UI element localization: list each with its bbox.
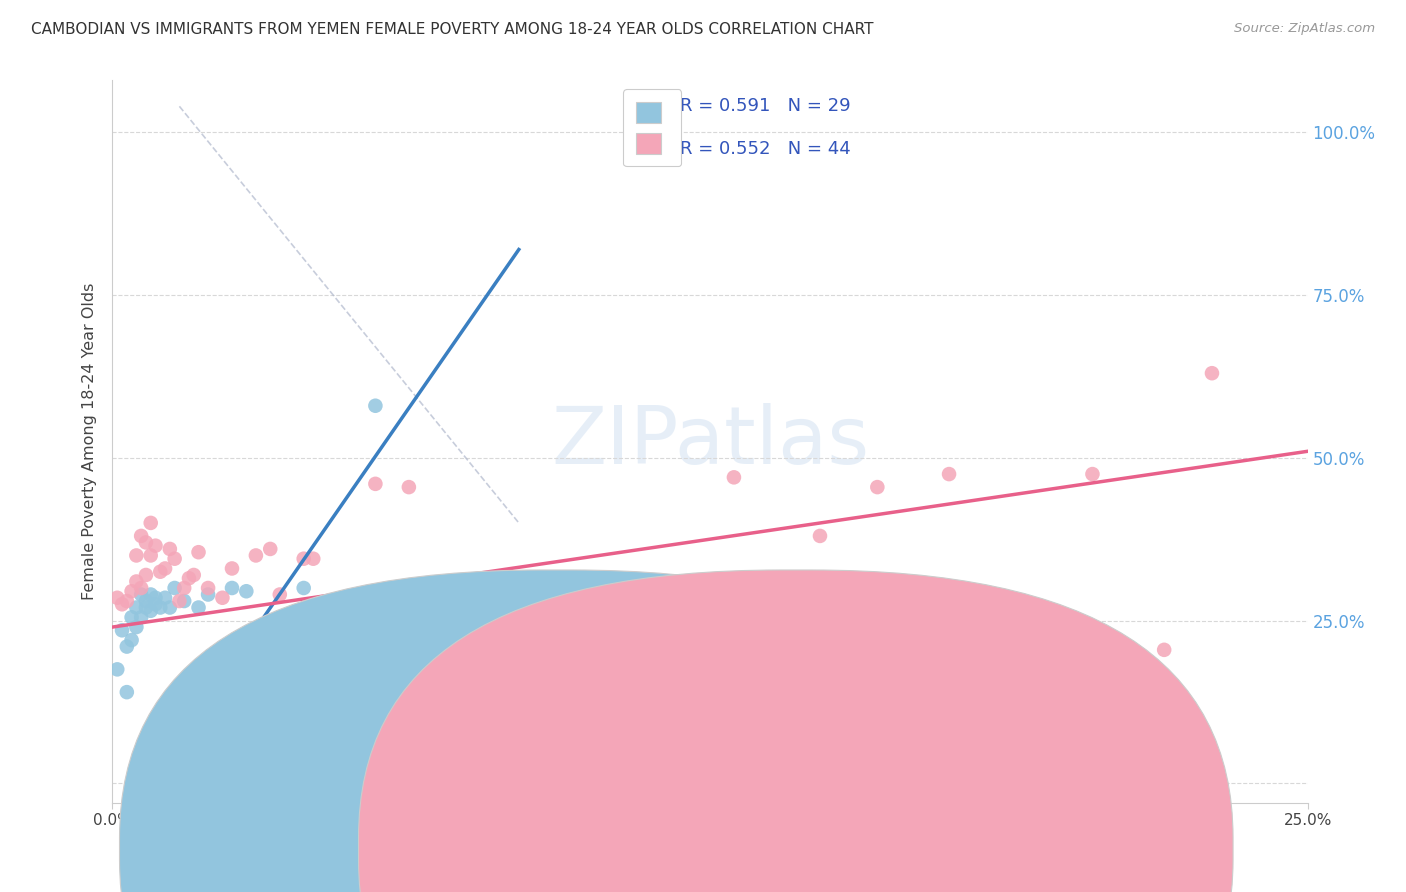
Point [197,581,219,595]
Text: R = 0.552   N = 44: R = 0.552 N = 44 [681,140,851,158]
Point [125,549,148,563]
Point [159,541,181,556]
Point [211,591,233,605]
Point [129,587,152,601]
Point [221,561,243,575]
Point [139,549,162,563]
Point [235,584,257,599]
Point [129,581,152,595]
Point [259,541,281,556]
Point [139,604,162,618]
Point [135,535,157,549]
Point [187,600,209,615]
Point [398,480,420,494]
Point [508,633,530,648]
Text: ZIPatlas: ZIPatlas [551,402,869,481]
Point [302,551,325,566]
Point [115,594,138,608]
Point [173,581,195,595]
Point [139,587,162,601]
Y-axis label: Female Poverty Among 18-24 Year Olds: Female Poverty Among 18-24 Year Olds [82,283,97,600]
Point [145,591,167,605]
Point [177,571,200,585]
Point [115,685,138,699]
Point [364,399,387,413]
Point [723,470,745,484]
Point [159,600,181,615]
Point [135,568,157,582]
Point [125,600,148,615]
Legend: , : , [623,89,682,166]
Point [1010,649,1032,664]
Point [129,529,152,543]
Point [115,640,138,654]
Point [169,594,191,608]
Text: Source: ZipAtlas.com: Source: ZipAtlas.com [1234,22,1375,36]
Point [135,594,157,608]
Point [1081,467,1104,481]
Point [105,591,128,605]
Point [197,587,219,601]
Point [579,750,602,764]
Point [460,659,482,673]
Point [173,594,195,608]
Point [149,565,172,579]
Point [129,610,152,624]
Point [125,620,148,634]
Point [579,636,602,650]
Point [221,581,243,595]
Point [808,529,831,543]
Point [866,480,889,494]
Point [1201,366,1223,380]
Point [135,600,157,615]
Point [938,467,960,481]
Point [121,610,143,624]
Point [292,551,315,566]
Point [651,112,673,127]
Point [153,591,176,605]
Point [163,551,186,566]
Point [105,662,128,676]
Point [145,597,167,611]
Text: Immigrants from Yemen: Immigrants from Yemen [818,841,1011,856]
Point [121,633,143,648]
Point [163,581,186,595]
Text: CAMBODIAN VS IMMIGRANTS FROM YEMEN FEMALE POVERTY AMONG 18-24 YEAR OLDS CORRELAT: CAMBODIAN VS IMMIGRANTS FROM YEMEN FEMAL… [31,22,873,37]
Point [187,545,209,559]
Point [245,549,267,563]
Point [111,597,134,611]
Point [111,624,134,638]
Point [139,516,162,530]
Point [364,476,387,491]
Point [651,646,673,660]
Text: Cambodians: Cambodians [579,841,679,856]
Point [145,539,167,553]
Point [269,587,291,601]
Point [153,561,176,575]
Point [292,581,315,595]
Point [121,584,143,599]
Point [183,568,205,582]
Point [149,600,172,615]
Point [125,574,148,589]
Text: R = 0.591   N = 29: R = 0.591 N = 29 [681,96,851,114]
Point [1153,643,1175,657]
